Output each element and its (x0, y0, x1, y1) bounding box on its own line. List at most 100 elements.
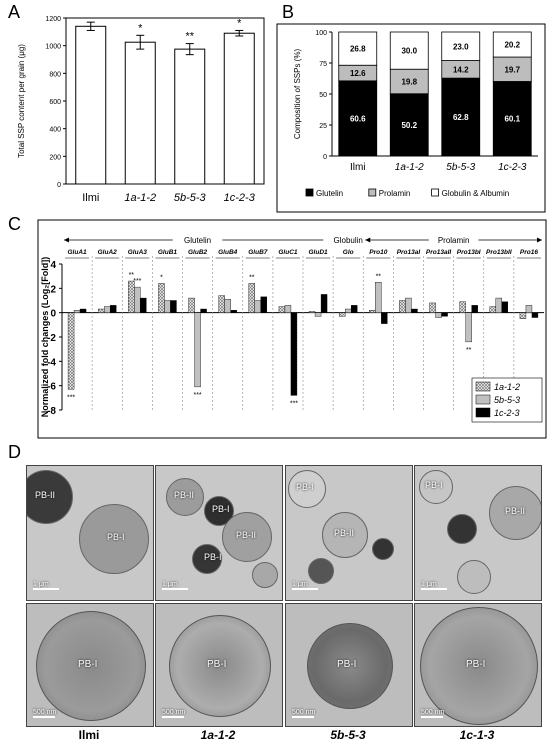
panel-letter-d: D (8, 442, 21, 462)
bar-5b-5-3 (284, 305, 292, 313)
segment-label: 30.0 (401, 47, 417, 56)
bar-1a-1-2 (429, 302, 436, 313)
column-label: 5b-5-3 (330, 728, 366, 742)
legend-label: Globulin & Albumin (442, 189, 510, 198)
bar-5b-5-3 (224, 299, 231, 313)
stacked-segment (389, 93, 429, 157)
segment-label: 19.8 (401, 77, 417, 86)
protein-body (372, 538, 394, 560)
pb-label: PB-I (296, 482, 314, 492)
bar-5b-5-3 (254, 300, 262, 313)
scale-bar (292, 588, 318, 590)
group-arrowhead (537, 237, 542, 243)
pb-label: PB-I (425, 480, 443, 490)
legend-label: 1a-1-2 (494, 382, 520, 392)
x-tick-label: Ilmi (82, 192, 99, 204)
significance-mark: *** (290, 400, 298, 407)
protein-body (204, 496, 234, 526)
panel-letter-c: C (8, 214, 21, 234)
legend-swatch (475, 381, 491, 392)
protein-body (322, 512, 368, 558)
gene-label: Pro10 (369, 249, 387, 256)
y-tick-label: 400 (49, 127, 61, 134)
bar-5b-5-3 (164, 300, 171, 313)
y-tick-label: -4 (47, 357, 56, 368)
y-axis-label: Composition of SSPs (%) (293, 49, 302, 140)
gene-label: Pro13bII (486, 249, 512, 256)
y-axis-label: Normalized fold changes (Log₂[Fold]) (40, 257, 50, 418)
bar-1a-1-2 (218, 295, 225, 313)
protein-body (27, 470, 73, 524)
micrograph-top-1: PB-II PB-I 1 μm (26, 465, 154, 601)
group-label-bg (172, 234, 223, 246)
protein-body (447, 514, 477, 544)
protein-body (419, 470, 453, 504)
y-tick-label: 800 (49, 71, 61, 78)
bar-5b-5-3 (405, 297, 412, 313)
bar-1a-1-2 (128, 280, 135, 313)
legend-swatch (368, 188, 377, 197)
scale-bar (162, 588, 188, 590)
x-tick-label: 1c-2-3 (224, 192, 256, 204)
scale-label: 500 nm (162, 709, 186, 716)
x-tick-label: 5b-5-3 (446, 162, 475, 173)
micrograph-bottom-3: PB-I 500 nm (285, 603, 413, 727)
bar-1a-1-2 (188, 297, 195, 313)
bar-1c-2-3 (411, 308, 418, 313)
protein-body (192, 544, 222, 574)
bar-1c-2-3 (79, 308, 87, 313)
bar-5b-5-3 (465, 312, 472, 343)
segment-label: 19.7 (504, 65, 520, 74)
micrograph-bottom-1: PB-I 500 nm (26, 603, 154, 727)
y-axis-label: Total SSP content per grain (μg) (17, 44, 26, 158)
protein-body (288, 470, 326, 508)
x-tick-label: 1a-1-2 (395, 162, 424, 173)
gene-label: Pro13aII (426, 249, 451, 256)
significance-mark: *** (67, 394, 75, 401)
protein-body (169, 615, 271, 717)
micrograph-top-4: PB-I PB-II 1 μm (414, 465, 542, 601)
bar-5b-5-3 (495, 297, 503, 313)
protein-body (166, 478, 204, 516)
bar-1c-2-3 (140, 297, 147, 313)
group-arrowhead (365, 237, 371, 243)
bar-5b-5-3 (525, 305, 533, 313)
gene-label: GluA3 (128, 249, 148, 256)
protein-body (457, 560, 491, 594)
bar-1c-2-3 (531, 312, 539, 318)
bar-1c-2-3 (381, 312, 388, 324)
legend-label: Prolamin (379, 189, 411, 198)
micrograph-top-3: PB-I PB-II 1 μm (285, 465, 413, 601)
significance-mark: * (138, 22, 143, 34)
bar-1c-2-3 (350, 305, 358, 313)
y-tick-label: 100 (315, 30, 327, 37)
significance-mark: ** (376, 273, 382, 280)
y-tick-label: 25 (319, 123, 327, 130)
pb-label: PB-II (505, 506, 526, 516)
y-tick-label: 75 (319, 61, 327, 68)
protein-body (222, 512, 272, 562)
stacked-segment (338, 31, 378, 66)
group-label-bg (428, 234, 479, 246)
y-tick-label: -2 (47, 333, 56, 344)
y-tick-label: 1200 (45, 16, 61, 23)
group-label: Glutelin (184, 236, 211, 245)
segment-label: 20.2 (504, 41, 520, 50)
segment-label: 23.0 (453, 42, 469, 51)
legend-label: 1c-2-3 (494, 408, 520, 418)
chart-c-fold-changes: Glutelin Globulin Prolamin -8 -6 -4 -2 0 2 4Norma… (37, 219, 547, 439)
bar (174, 48, 206, 185)
y-tick-label: 0 (57, 182, 61, 189)
pb-label: PB-II (236, 530, 257, 540)
scale-label: 500 nm (421, 709, 445, 716)
bar-5b-5-3 (344, 308, 352, 313)
scale-label: 1 μm (33, 581, 49, 588)
scale-bar (33, 588, 59, 590)
x-tick-label: 1a-1-2 (124, 192, 156, 204)
y-tick-label: 0 (50, 309, 56, 320)
scale-bar (421, 588, 447, 590)
segment-label: 60.6 (350, 114, 366, 123)
bar-1a-1-2 (338, 312, 346, 317)
protein-body (420, 607, 538, 725)
bar-1a-1-2 (248, 283, 256, 313)
